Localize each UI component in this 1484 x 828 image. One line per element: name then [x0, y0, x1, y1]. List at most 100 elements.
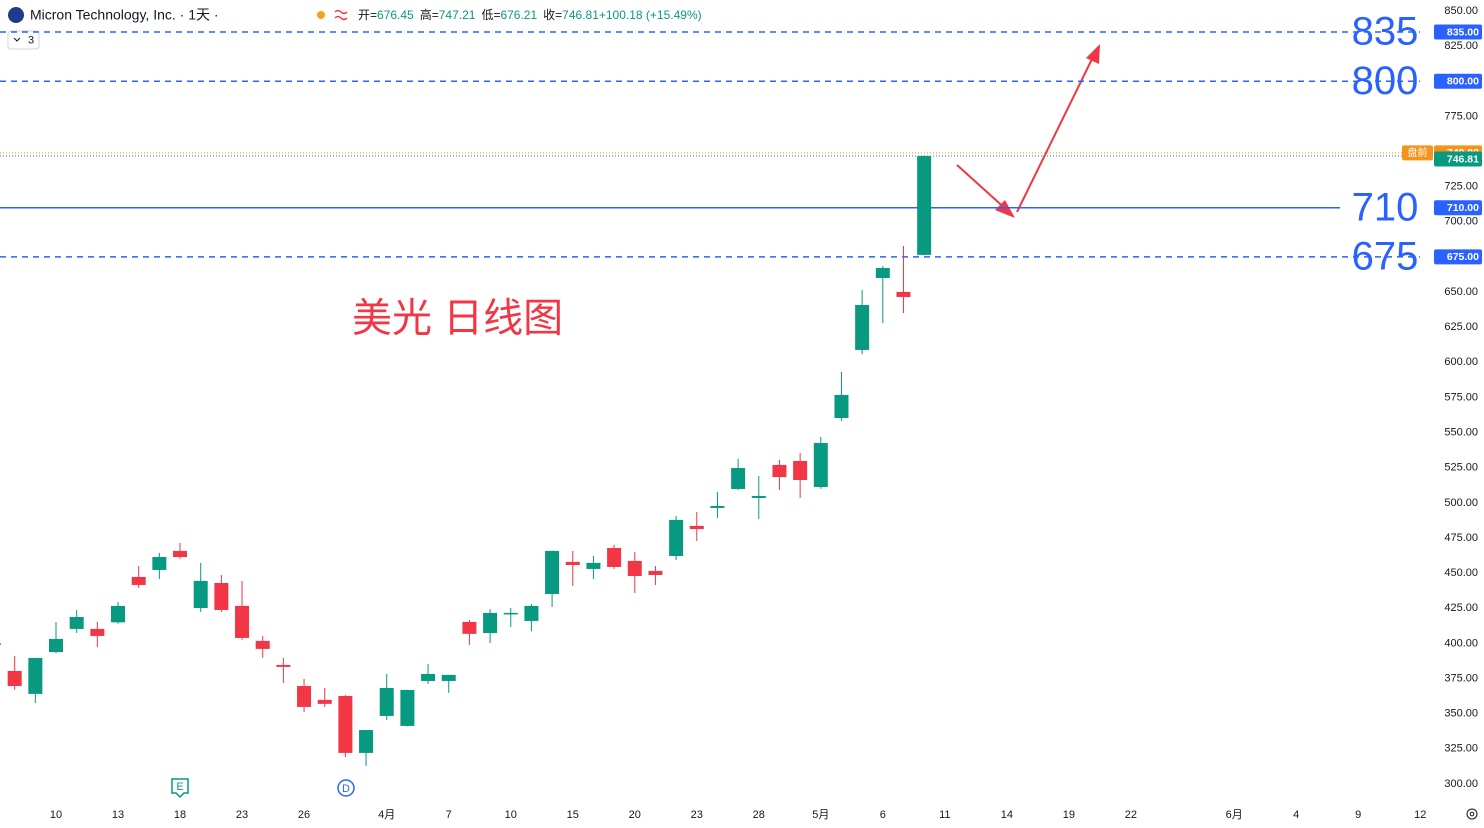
- earnings-marker[interactable]: [171, 778, 189, 799]
- candle-body: [421, 673, 436, 681]
- x-tick-label: 26: [298, 809, 310, 821]
- candle-body: [855, 304, 870, 350]
- dividend-marker[interactable]: [337, 779, 355, 797]
- premarket-tag: 盘前: [1408, 146, 1428, 159]
- x-tick-label: 5月: [812, 809, 829, 821]
- candle-body: [875, 268, 890, 279]
- y-tick-label: 425.00: [1444, 602, 1478, 614]
- y-tick-label: 300.00: [1444, 778, 1478, 790]
- arrow-head: [995, 200, 1015, 218]
- candle-body: [400, 689, 415, 726]
- y-tick-label: 575.00: [1444, 391, 1478, 403]
- arrow-line: [1016, 56, 1094, 213]
- candle-body: [317, 699, 332, 704]
- level-axis-label: 835.00: [1447, 26, 1479, 38]
- y-tick-label: 500.00: [1444, 497, 1478, 509]
- x-tick-label: 10: [505, 809, 517, 821]
- x-tick-label: 23: [691, 809, 703, 821]
- candle-body: [0, 643, 1, 645]
- y-tick-label: 700.00: [1444, 216, 1478, 228]
- candle-body: [503, 612, 518, 615]
- candle-body: [214, 582, 229, 610]
- arrow-line: [956, 164, 1009, 212]
- y-tick-label: 550.00: [1444, 427, 1478, 439]
- x-tick-label: 11: [939, 809, 950, 821]
- candle-body: [896, 291, 911, 297]
- candle-body: [90, 628, 105, 636]
- dividend-label: D: [342, 783, 350, 795]
- candle-body: [152, 556, 167, 570]
- y-tick-label: 375.00: [1444, 672, 1478, 684]
- candle-body: [917, 155, 932, 255]
- y-tick-label: 850.00: [1444, 5, 1478, 17]
- candle-body: [669, 519, 684, 557]
- candle-body: [524, 605, 539, 621]
- level-big-label: 800: [1352, 59, 1419, 103]
- x-tick-label: 7: [446, 809, 452, 821]
- settings-icon[interactable]: [1466, 808, 1478, 820]
- candle-body: [627, 560, 642, 576]
- level-axis-tag: [1434, 73, 1482, 89]
- x-tick-label: 13: [112, 809, 124, 821]
- candle-body: [462, 621, 477, 634]
- y-tick-label: 450.00: [1444, 567, 1478, 579]
- legend-label: 收=: [543, 8, 562, 22]
- level-axis-label: 800.00: [1447, 76, 1479, 88]
- symbol-logo: [8, 7, 24, 23]
- x-tick-label: 15: [567, 809, 579, 821]
- y-tick-label: 400.00: [1444, 637, 1478, 649]
- candle-body: [297, 686, 312, 707]
- candle-body: [710, 505, 725, 508]
- chevron-icon: [13, 37, 21, 42]
- x-tick-label: 6月: [1226, 809, 1243, 821]
- settings-icon-center: [1469, 811, 1475, 817]
- candle-body: [359, 730, 374, 753]
- x-tick-label: 18: [174, 809, 186, 821]
- legend-label: 低=: [481, 8, 500, 22]
- earnings-label: E: [176, 781, 183, 793]
- x-tick-label: 23: [236, 809, 248, 821]
- y-tick-label: 475.00: [1444, 532, 1478, 544]
- y-tick-label: 650.00: [1444, 286, 1478, 298]
- status-icon: [334, 9, 348, 21]
- candle-body: [441, 674, 456, 681]
- candle-body: [193, 580, 208, 609]
- y-tick-label: 325.00: [1444, 743, 1478, 755]
- y-tick-label: 600.00: [1444, 356, 1478, 368]
- candle-body: [689, 525, 704, 530]
- candle-body: [131, 576, 146, 585]
- candle-body: [7, 670, 22, 687]
- x-tick-label: 6: [880, 809, 886, 821]
- x-tick-label: 28: [753, 809, 765, 821]
- candle-body: [813, 443, 828, 487]
- y-tick-label: 725.00: [1444, 181, 1478, 193]
- level-big-label: 710: [1352, 185, 1419, 229]
- candle-body: [648, 570, 663, 575]
- candle-body: [586, 562, 601, 569]
- level-axis-label: 710.00: [1447, 202, 1479, 214]
- y-tick-label: 825.00: [1444, 40, 1478, 52]
- chart-title: Micron Technology, Inc. · 1天 ·: [30, 7, 219, 23]
- indicator-toggle[interactable]: [7, 30, 40, 50]
- annotation: 美光 日线图: [352, 297, 563, 341]
- legend-value: 746.81: [562, 8, 599, 22]
- candle-body: [379, 687, 394, 716]
- candle-body: [28, 657, 43, 694]
- candle-body: [235, 605, 250, 638]
- last-price-axis-tag: [1434, 151, 1482, 167]
- candle-body: [276, 664, 291, 667]
- x-tick-label: 14: [1001, 809, 1013, 821]
- x-tick-label: 20: [629, 809, 641, 821]
- x-tick-label: 4月: [378, 809, 395, 821]
- last-price-axis-label: 746.81: [1447, 153, 1479, 165]
- legend-value: +100.18 (+15.49%): [599, 8, 702, 22]
- candle-body: [751, 495, 766, 498]
- candle-body: [173, 550, 188, 557]
- candle-body: [49, 638, 64, 653]
- candle-body: [731, 468, 746, 489]
- x-tick-label: 10: [50, 809, 62, 821]
- premarket-tag-box: [1402, 145, 1433, 161]
